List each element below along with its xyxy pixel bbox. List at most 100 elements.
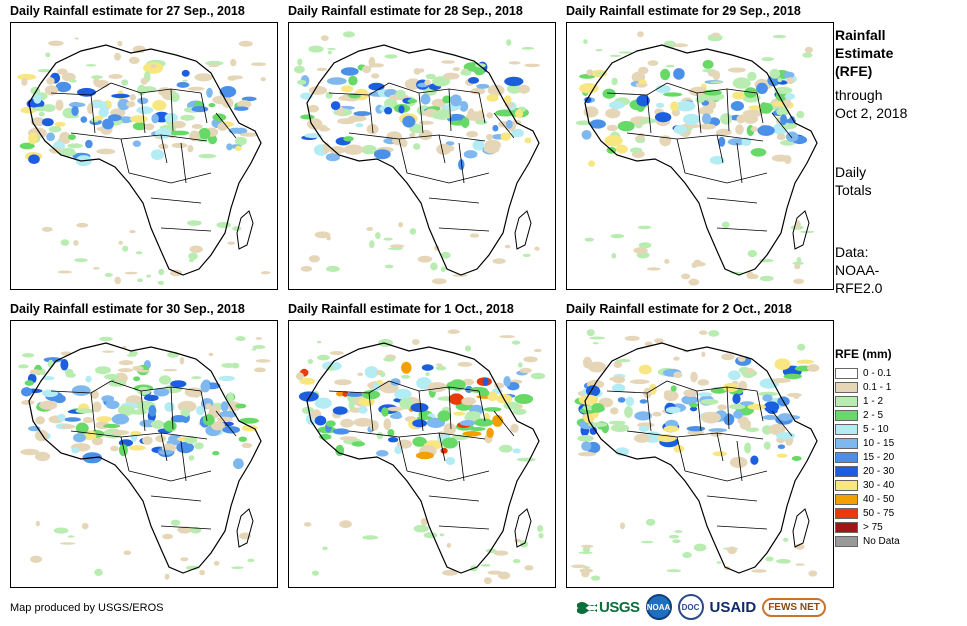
rain-cell (486, 133, 493, 141)
rain-cell (235, 403, 247, 409)
rainfall-map (10, 320, 278, 588)
rain-cell (307, 359, 314, 364)
rain-cell (780, 114, 788, 126)
rain-cell (241, 96, 257, 102)
rain-cell (133, 376, 141, 382)
rain-cell (739, 401, 755, 406)
rain-cell (783, 537, 789, 542)
rain-cell (151, 420, 164, 429)
rain-cell (227, 241, 235, 245)
rain-cell (697, 379, 710, 386)
rain-cell (777, 444, 786, 449)
rain-cell (698, 123, 716, 130)
rain-cell (146, 274, 151, 278)
rain-cell (71, 106, 79, 116)
rain-cell (636, 94, 650, 107)
rain-cell (786, 77, 795, 85)
rain-cell (339, 520, 352, 528)
rain-cell (457, 361, 473, 367)
rain-cell (425, 73, 436, 80)
rain-cell (639, 118, 658, 124)
rain-cell (379, 371, 386, 378)
rain-cell (208, 134, 217, 145)
rain-cell (85, 64, 97, 67)
continent-outline (306, 44, 540, 276)
rain-cell (712, 70, 721, 81)
rain-cell (75, 408, 95, 414)
country-border (406, 470, 490, 482)
product-heading: Rainfall Estimate (RFE) (835, 26, 893, 80)
rain-cell (493, 550, 509, 556)
rain-cell (388, 437, 399, 443)
rain-cell (144, 123, 155, 131)
rain-cell (793, 393, 800, 399)
rain-cell (307, 104, 319, 113)
rain-cell (778, 413, 792, 422)
rain-cell (373, 149, 391, 160)
rain-cell (518, 84, 530, 94)
rain-cell (762, 415, 778, 420)
rain-cell (673, 445, 685, 453)
rain-cell (123, 550, 132, 556)
continent-outline (306, 342, 540, 574)
country-border (716, 134, 724, 164)
rain-cell (38, 111, 45, 117)
rain-cell (416, 416, 433, 420)
country-border (438, 134, 446, 164)
country-border (736, 440, 743, 482)
rain-cell (132, 365, 144, 371)
rain-cell (736, 114, 746, 124)
rain-cell (747, 250, 758, 258)
map-panel-2-oct: Daily Rainfall estimate for 2 Oct., 2018 (566, 302, 834, 588)
data-line: RFE2.0 (835, 280, 883, 296)
rain-cell (218, 375, 236, 382)
rain-cell (68, 134, 76, 140)
country-border (716, 525, 768, 530)
country-border (200, 92, 208, 124)
rain-cell (802, 52, 813, 58)
rain-cell (177, 526, 192, 534)
rain-cell (111, 93, 130, 99)
rain-cell (152, 100, 167, 111)
rain-cell (446, 542, 452, 548)
rain-cell (108, 114, 122, 122)
rain-cell (29, 369, 42, 375)
rain-cell (387, 429, 395, 437)
rain-cell (735, 124, 744, 135)
rain-cell (698, 106, 714, 115)
rain-cell (338, 95, 351, 101)
rain-cell (217, 122, 228, 131)
rain-cell (293, 65, 305, 74)
rain-cell (721, 353, 735, 361)
country-border (348, 132, 486, 142)
rain-cell (443, 423, 457, 435)
rain-cell (57, 413, 66, 422)
legend-label: 50 - 75 (863, 507, 895, 519)
country-border (706, 197, 758, 204)
rain-cell (758, 102, 773, 114)
country-border (458, 440, 465, 482)
rain-cell (514, 394, 534, 404)
rain-cell (492, 258, 506, 264)
rain-cell (695, 96, 705, 103)
rain-cell (794, 543, 805, 550)
rain-cell (430, 262, 438, 271)
rain-cell (588, 160, 596, 167)
rain-cell (85, 375, 92, 383)
rain-cell (796, 110, 805, 119)
rain-cell (235, 336, 246, 342)
country-border (120, 436, 130, 472)
country-border (418, 390, 424, 432)
rain-cell (476, 83, 490, 89)
rain-cell (453, 411, 466, 416)
totals-line: Totals (835, 182, 872, 198)
rain-cell (343, 136, 354, 142)
country-border (368, 392, 374, 432)
map-panel-27-sep: Daily Rainfall estimate for 27 Sep., 201… (10, 4, 278, 290)
legend-row: 50 - 75 (835, 506, 900, 520)
rain-cell (418, 120, 434, 125)
rain-cell (398, 222, 403, 228)
rain-cell (672, 539, 681, 544)
rain-cell (508, 61, 521, 65)
totals-line: Daily (835, 164, 867, 180)
